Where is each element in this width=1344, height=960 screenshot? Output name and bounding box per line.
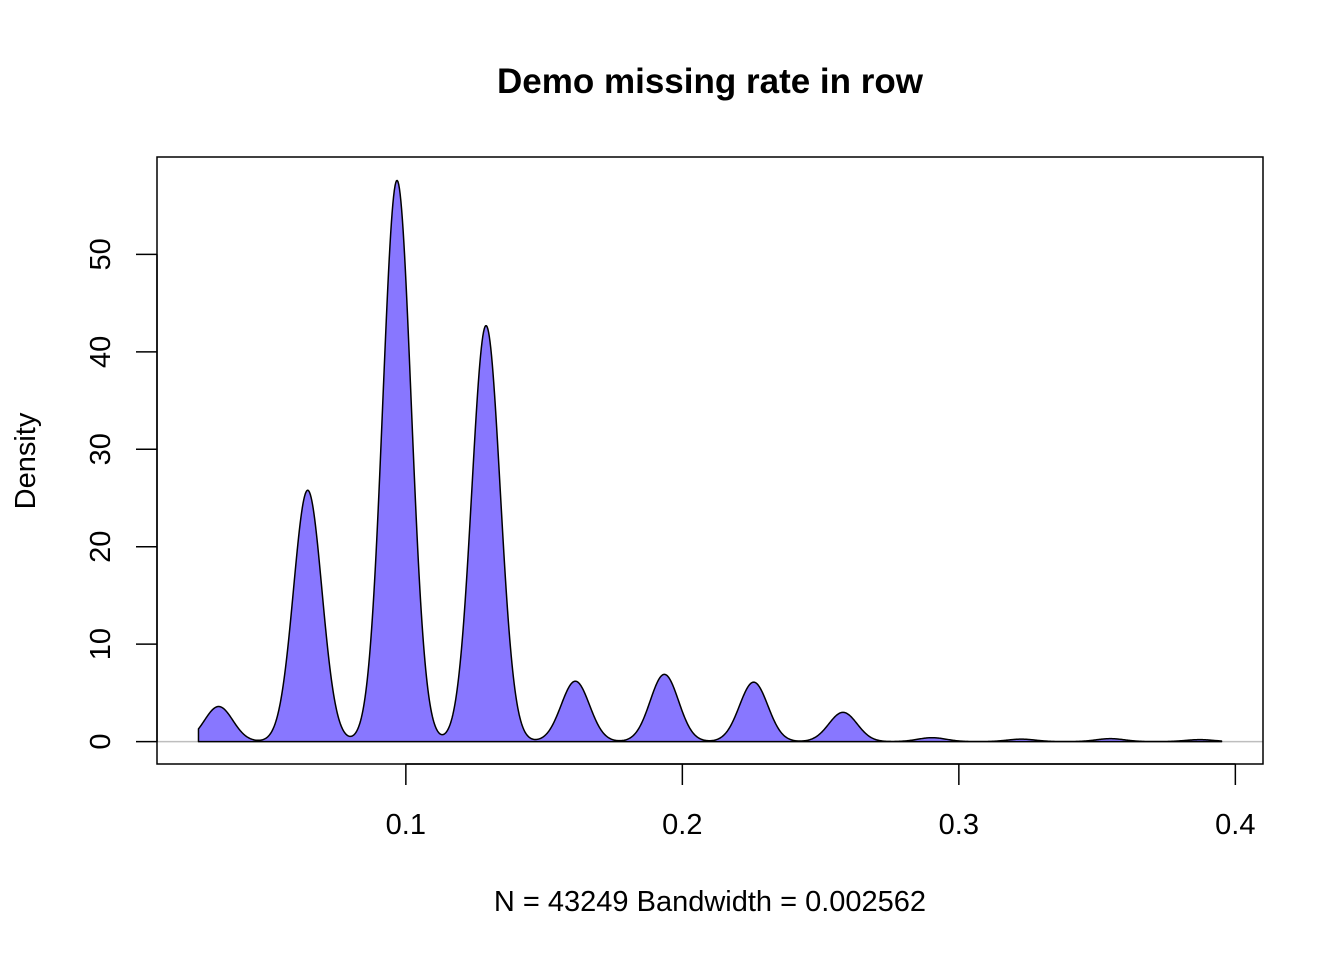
y-tick-label: 10 <box>85 628 117 660</box>
x-tick-label: 0.3 <box>939 809 979 841</box>
y-tick-label: 30 <box>85 433 117 465</box>
x-axis-label: N = 43249 Bandwidth = 0.002562 <box>494 886 926 918</box>
y-tick-label: 20 <box>85 531 117 563</box>
y-tick-label: 0 <box>85 734 117 750</box>
density-area <box>197 179 1223 743</box>
x-tick-label: 0.1 <box>386 809 426 841</box>
y-tick-label: 40 <box>85 336 117 368</box>
y-axis: 0 10 20 30 40 50 <box>85 238 158 750</box>
x-tick-label: 0.2 <box>662 809 702 841</box>
chart-title: Demo missing rate in row <box>497 62 924 101</box>
y-axis-label: Density <box>10 412 42 509</box>
y-tick-label: 50 <box>85 238 117 270</box>
x-tick-label: 0.4 <box>1215 809 1255 841</box>
plot-frame <box>156 156 1264 765</box>
x-axis: 0.1 0.2 0.3 0.4 <box>386 763 1256 841</box>
plot-area <box>157 179 1263 743</box>
